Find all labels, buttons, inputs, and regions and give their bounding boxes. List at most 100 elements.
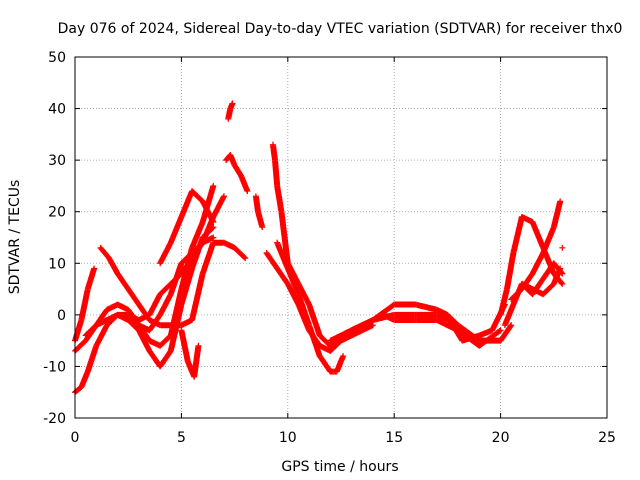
y-tick-label: 10 xyxy=(48,256,66,272)
x-axis-label: GPS time / hours xyxy=(281,459,398,475)
data-point-trace xyxy=(85,266,97,291)
data-point-trace xyxy=(328,338,344,354)
data-point-trace xyxy=(285,282,301,307)
data-point xyxy=(242,255,249,262)
data-point-trace xyxy=(278,209,291,266)
series-track-9 xyxy=(223,151,251,195)
series-track-8 xyxy=(178,327,202,380)
data-point-trace xyxy=(255,209,265,229)
data-point-trace xyxy=(168,215,184,245)
data-point-trace xyxy=(477,327,494,338)
data-point-trace xyxy=(178,328,191,364)
data-point-trace xyxy=(232,245,248,261)
series-track-14 xyxy=(263,249,344,354)
data-point-trace xyxy=(179,256,195,276)
data-point-trace xyxy=(274,184,285,214)
data-point xyxy=(559,244,566,251)
grid-lines xyxy=(75,57,607,418)
data-point-trace xyxy=(158,333,173,348)
data-point-trace xyxy=(157,292,174,317)
x-tick-label: 5 xyxy=(177,430,186,446)
series-track-10 xyxy=(225,100,236,122)
data-point-trace xyxy=(498,323,514,343)
data-point-trace xyxy=(349,317,375,333)
data-point-trace xyxy=(504,251,517,291)
data-point-trace xyxy=(178,266,195,307)
data-point-trace xyxy=(306,302,323,338)
data-point-trace xyxy=(189,240,205,256)
data-point-trace xyxy=(189,271,206,322)
data-point-trace xyxy=(115,271,131,292)
data-point xyxy=(369,322,376,329)
data-point-trace xyxy=(168,261,184,297)
data-point-trace xyxy=(274,240,291,271)
data-point xyxy=(210,182,217,189)
data-point-trace xyxy=(72,318,84,343)
data-point-trace xyxy=(93,323,110,348)
data-point-trace xyxy=(551,266,563,286)
data-point xyxy=(220,193,227,200)
data-point-trace xyxy=(295,302,312,333)
data-point xyxy=(229,100,236,107)
data-point-trace xyxy=(83,323,99,338)
data-point xyxy=(338,337,344,344)
series-track-11 xyxy=(252,193,266,231)
data-points xyxy=(72,100,566,396)
data-point-trace xyxy=(551,199,563,229)
data-point-trace xyxy=(447,318,465,343)
data-point xyxy=(259,224,266,231)
data-point-trace xyxy=(317,354,333,374)
data-point-trace xyxy=(502,302,516,328)
data-point-trace xyxy=(210,194,227,219)
data-point-trace xyxy=(191,344,202,379)
y-tick-label: 0 xyxy=(57,308,66,324)
y-tick-label: -10 xyxy=(43,359,66,375)
data-point-trace xyxy=(540,225,557,255)
y-tick-label: 40 xyxy=(48,102,66,118)
series-track-2 xyxy=(72,265,98,344)
data-point xyxy=(244,188,251,195)
data-point xyxy=(557,198,564,205)
data-point xyxy=(210,219,217,226)
data-point-trace xyxy=(306,328,323,348)
data-point-trace xyxy=(541,281,556,297)
y-tick-label: -20 xyxy=(43,411,66,427)
series-track-6 xyxy=(125,234,217,334)
data-point-trace xyxy=(497,287,510,317)
series-track-7 xyxy=(157,188,217,267)
data-point-trace xyxy=(413,301,439,313)
data-point-trace xyxy=(264,250,280,271)
data-point-trace xyxy=(509,286,524,302)
y-tick-label: 50 xyxy=(48,50,66,66)
data-point-trace xyxy=(238,173,250,193)
data-point-trace xyxy=(232,163,244,178)
series-track-21 xyxy=(518,265,564,298)
data-point-trace xyxy=(434,312,452,323)
data-point xyxy=(557,265,564,272)
x-tick-label: 0 xyxy=(71,430,80,446)
data-point-trace xyxy=(168,287,185,338)
data-point-trace xyxy=(460,332,482,344)
plot-frame xyxy=(74,56,608,419)
data-point-trace xyxy=(317,333,333,348)
data-point-trace xyxy=(147,292,163,317)
data-point xyxy=(91,265,98,272)
data-point-trace xyxy=(530,220,546,250)
data-point-trace xyxy=(72,384,84,395)
chart-title: Day 076 of 2024, Sidereal Day-to-day VTE… xyxy=(58,21,623,37)
series-track-1 xyxy=(72,224,217,396)
data-point xyxy=(497,327,504,334)
data-point-trace xyxy=(189,220,206,250)
data-point-trace xyxy=(178,189,195,219)
x-tick-label: 10 xyxy=(279,430,297,446)
data-point-trace xyxy=(530,251,546,276)
series-track-22 xyxy=(559,244,566,251)
y-tick-label: 30 xyxy=(48,153,66,169)
data-point-trace xyxy=(200,199,216,224)
data-point-trace xyxy=(334,354,346,374)
data-point-trace xyxy=(157,240,174,266)
data-point-trace xyxy=(477,328,503,349)
data-point-trace xyxy=(179,250,195,266)
x-tick-label: 20 xyxy=(492,430,510,446)
data-point-trace xyxy=(296,282,312,307)
